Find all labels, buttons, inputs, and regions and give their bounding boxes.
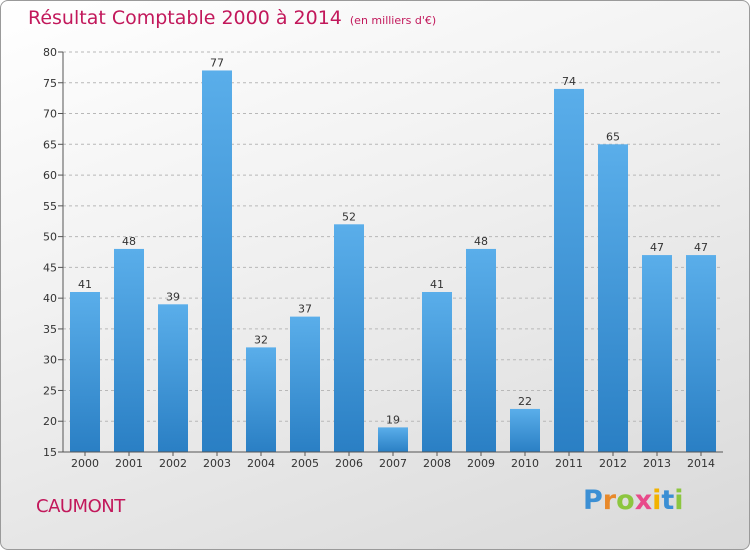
chart-title: Résultat Comptable 2000 à 2014 (en millie… (28, 7, 436, 29)
y-tick-label: 30 (43, 354, 57, 367)
x-tick-label: 2004 (247, 457, 275, 470)
x-tick-label: 2011 (555, 457, 583, 470)
x-tick-label: 2006 (335, 457, 363, 470)
x-tick-label: 2013 (643, 457, 671, 470)
bar-value-label: 32 (254, 333, 268, 346)
logo-letter: P (583, 485, 603, 516)
bar-value-label: 52 (342, 210, 356, 223)
bar (334, 224, 364, 452)
chart-subtitle: (en milliers d'€) (349, 14, 437, 27)
x-tick-label: 2012 (599, 457, 627, 470)
x-tick-label: 2008 (423, 457, 451, 470)
proxiti-logo: Proxiti (583, 485, 684, 516)
logo-letter: i (674, 485, 684, 516)
bar-value-label: 19 (386, 413, 400, 426)
bar (158, 304, 188, 452)
y-tick-label: 70 (43, 108, 57, 121)
bar-value-label: 47 (694, 241, 708, 254)
y-tick-label: 15 (43, 446, 57, 459)
bar-value-label: 41 (78, 278, 92, 291)
y-tick-label: 25 (43, 384, 57, 397)
bar (246, 347, 276, 452)
bar-value-label: 48 (122, 235, 136, 248)
bar (466, 248, 496, 452)
x-tick-label: 2014 (687, 457, 715, 470)
y-tick-label: 75 (43, 77, 57, 90)
bar-value-label: 22 (518, 395, 532, 408)
logo-letter: r (602, 485, 617, 516)
bar (598, 144, 628, 453)
y-tick-label: 40 (43, 292, 57, 305)
bar (114, 248, 144, 452)
bar-value-label: 65 (606, 130, 620, 143)
bar (422, 292, 452, 452)
x-tick-label: 2003 (203, 457, 231, 470)
title-text: Résultat Comptable 2000 à 2014 (28, 7, 342, 29)
x-tick-label: 2001 (115, 457, 143, 470)
bar (202, 70, 232, 452)
bar-value-label: 39 (166, 290, 180, 303)
bar (378, 427, 408, 452)
bar-value-label: 41 (430, 278, 444, 291)
bar-value-label: 77 (210, 56, 224, 69)
bar (554, 88, 584, 452)
y-tick-label: 35 (43, 323, 57, 336)
x-tick-label: 2005 (291, 457, 319, 470)
logo-letter: o (616, 485, 635, 516)
town-name: CAUMONT (36, 496, 125, 517)
x-tick-label: 2009 (467, 457, 495, 470)
bar-value-label: 48 (474, 235, 488, 248)
y-tick-label: 55 (43, 200, 57, 213)
logo-letter: i (652, 485, 662, 516)
y-tick-label: 65 (43, 138, 57, 151)
y-tick-label: 80 (43, 46, 57, 59)
x-tick-label: 2000 (71, 457, 99, 470)
bar (70, 292, 100, 452)
logo-letter: t (661, 485, 675, 516)
bar (290, 316, 320, 452)
bar-value-label: 74 (562, 75, 576, 88)
x-tick-label: 2002 (159, 457, 187, 470)
bar (686, 255, 716, 452)
y-tick-label: 50 (43, 231, 57, 244)
bar (510, 408, 540, 452)
logo-letter: x (634, 485, 653, 516)
x-tick-label: 2010 (511, 457, 539, 470)
bar-value-label: 47 (650, 241, 664, 254)
bar (642, 255, 672, 452)
bar-value-label: 37 (298, 303, 312, 316)
y-tick-label: 60 (43, 169, 57, 182)
y-tick-label: 20 (43, 415, 57, 428)
y-tick-label: 45 (43, 261, 57, 274)
x-tick-label: 2007 (379, 457, 407, 470)
